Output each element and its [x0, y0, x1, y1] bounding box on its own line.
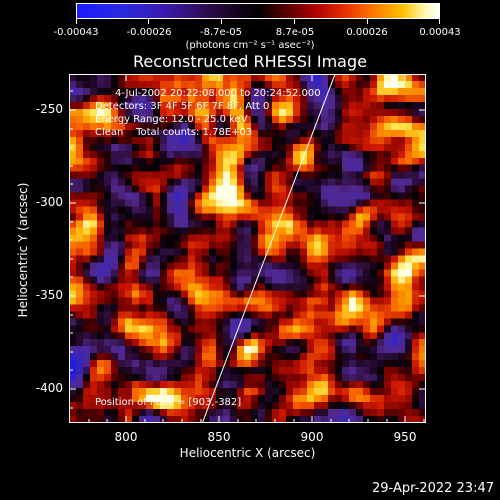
y-tick-label: -400: [35, 381, 63, 395]
x-tick-label: 850: [207, 430, 231, 444]
colorbar-tick-label: -0.00026: [126, 27, 172, 38]
y-tick-label: -250: [35, 102, 63, 116]
peak-position-annotation: Position of Peak = [903,-382]: [95, 397, 242, 408]
detectors-annotation: Detectors: 3F 4F 5F 6F 7F 8F, Att 0: [95, 101, 270, 112]
x-tick-label: 800: [114, 430, 138, 444]
solar-limb-line: [201, 74, 336, 423]
colorbar-ticks: [76, 19, 440, 24]
render-timestamp: 29-Apr-2022 23:47: [372, 481, 494, 496]
energy-range-annotation: Energy Range: 12.0 - 25.0 keV: [95, 114, 248, 125]
y-axis-label: Heliocentric Y (arcsec): [16, 182, 30, 318]
colorbar-tick-label: 8.7e-05: [275, 27, 315, 38]
plot-title: Reconstructed RHESSI Image: [133, 52, 367, 71]
colorbar-tick-label: 0.00026: [346, 27, 388, 38]
x-tick-label: 900: [300, 430, 324, 444]
x-axis-label: Heliocentric X (arcsec): [179, 446, 316, 460]
clean-annotation: Clean Total counts: 1.78E+03: [95, 127, 253, 138]
time-range-annotation: 4-Jul-2002 20:22:08.000 to 20:24:52.000: [115, 88, 321, 99]
y-tick-label: -300: [35, 195, 63, 209]
colorbar-tick-label: -8.7e-05: [200, 27, 242, 38]
colorbar-tick-label: -0.00043: [53, 27, 99, 38]
flux-image: [69, 74, 426, 423]
y-tick-label: -350: [35, 288, 63, 302]
colorbar-units: (photons cm⁻² s⁻¹ asec⁻²): [185, 40, 315, 51]
colorbar: [76, 3, 440, 19]
image-plot-area[interactable]: 4-Jul-2002 20:22:08.000 to 20:24:52.000 …: [69, 74, 426, 423]
x-tick-label: 950: [393, 430, 417, 444]
colorbar-tick-label: 0.00043: [419, 27, 461, 38]
